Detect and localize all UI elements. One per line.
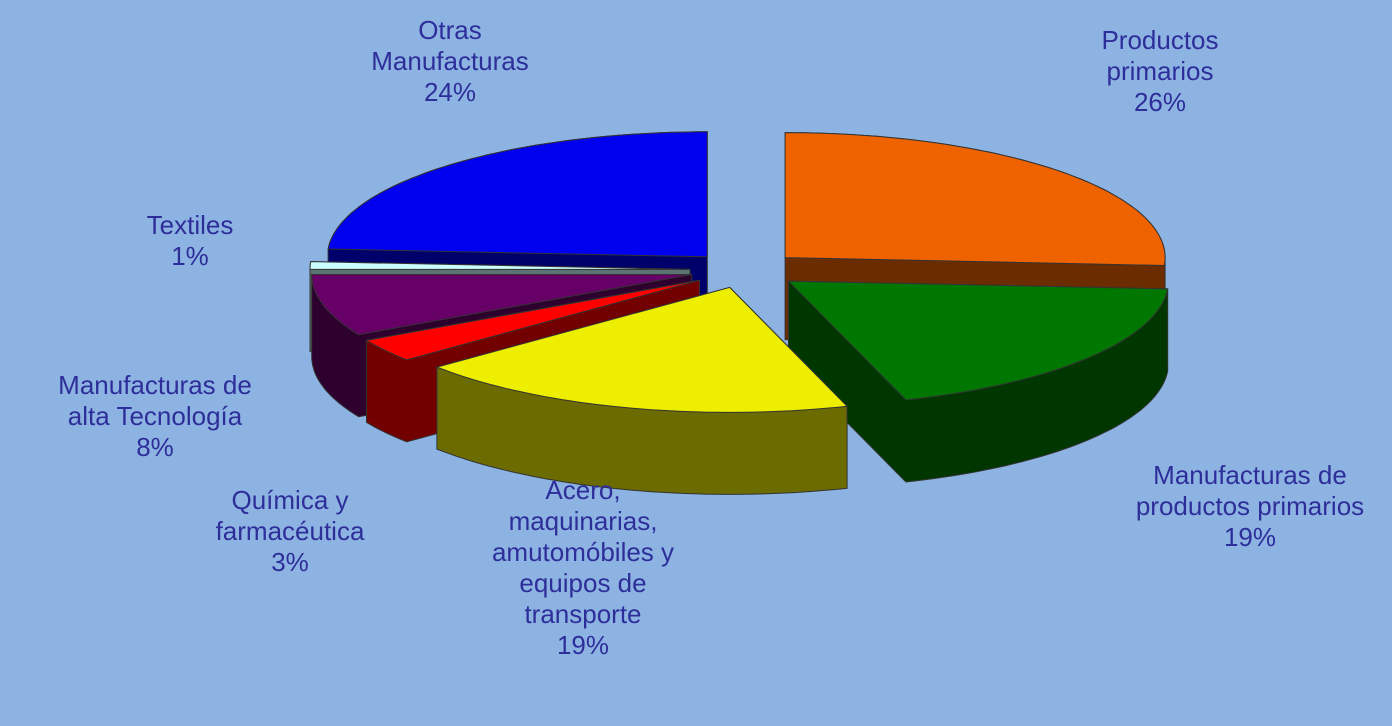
- slice: [309, 261, 691, 270]
- slice-label: Química y farmacéutica 3%: [190, 485, 390, 578]
- category-label: Manufacturas de alta Tecnología: [58, 370, 252, 431]
- slice-label: Manufacturas de productos primarios 19%: [1100, 460, 1392, 553]
- category-label: Otras Manufacturas: [371, 15, 529, 76]
- value-label: 24%: [423, 77, 477, 107]
- slice-label: Manufacturas de alta Tecnología 8%: [40, 370, 270, 463]
- category-label: Textiles: [146, 210, 234, 240]
- category-label: Acero, maquinarias, amutomóbiles y equip…: [491, 475, 675, 629]
- value-label: 26%: [1133, 87, 1187, 117]
- slice-label: Productos primarios 26%: [1060, 25, 1260, 118]
- category-label: Química y farmacéutica: [215, 485, 365, 546]
- value-label: 1%: [171, 241, 209, 271]
- slice: [784, 132, 1166, 267]
- value-label: 8%: [136, 432, 174, 462]
- slice-label: Acero, maquinarias, amutomóbiles y equip…: [483, 475, 683, 661]
- value-label: 19%: [1223, 522, 1277, 552]
- slice: [787, 280, 1169, 401]
- value-label: 19%: [556, 630, 610, 660]
- slice: [311, 274, 692, 336]
- slice: [327, 131, 708, 258]
- category-label: Productos primarios: [1101, 25, 1219, 86]
- slice: [435, 286, 849, 413]
- value-label: 3%: [271, 547, 309, 577]
- slice-label: Textiles 1%: [115, 210, 265, 272]
- slice-label: Otras Manufacturas 24%: [340, 15, 560, 108]
- category-label: Manufacturas de productos primarios: [1135, 460, 1365, 521]
- slice: [365, 279, 700, 361]
